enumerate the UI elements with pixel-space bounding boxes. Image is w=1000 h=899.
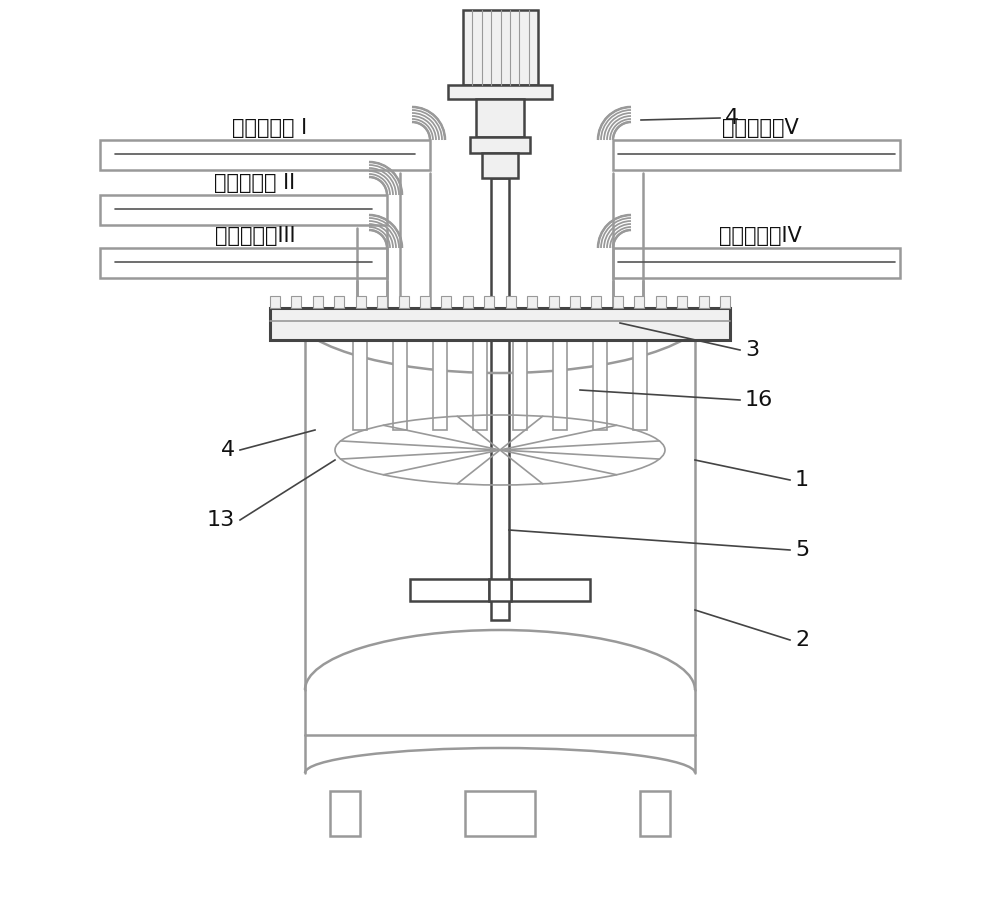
Bar bbox=[377, 296, 387, 308]
Bar bbox=[570, 296, 580, 308]
Bar bbox=[465, 791, 535, 836]
Text: 13: 13 bbox=[207, 510, 235, 530]
Bar bbox=[513, 340, 527, 430]
Bar bbox=[473, 340, 487, 430]
Text: 表面处理剂III: 表面处理剂III bbox=[215, 226, 295, 246]
Text: 表面处理剂 II: 表面处理剂 II bbox=[214, 173, 296, 193]
Bar bbox=[720, 296, 730, 308]
Text: 表面处理剂IV: 表面处理剂IV bbox=[719, 226, 801, 246]
Bar bbox=[633, 340, 647, 430]
Bar bbox=[441, 296, 451, 308]
Bar bbox=[420, 296, 430, 308]
Bar bbox=[100, 140, 430, 170]
Bar bbox=[313, 296, 323, 308]
Bar bbox=[399, 296, 409, 308]
Text: 3: 3 bbox=[745, 340, 759, 360]
Text: 1: 1 bbox=[795, 470, 809, 490]
Bar bbox=[356, 296, 366, 308]
Bar bbox=[593, 340, 607, 430]
Bar bbox=[100, 248, 387, 278]
Bar bbox=[489, 579, 511, 601]
Text: 4: 4 bbox=[221, 440, 235, 460]
Bar bbox=[553, 340, 567, 430]
Text: 4: 4 bbox=[725, 108, 739, 128]
Bar bbox=[634, 296, 644, 308]
Bar bbox=[100, 195, 387, 225]
Bar bbox=[527, 296, 537, 308]
Bar bbox=[330, 791, 360, 836]
Bar bbox=[613, 248, 900, 278]
Bar bbox=[410, 579, 489, 601]
Text: 表面处理剂 I: 表面处理剂 I bbox=[232, 118, 308, 138]
Bar bbox=[640, 791, 670, 836]
Bar bbox=[353, 340, 367, 430]
Bar bbox=[506, 296, 516, 308]
Bar bbox=[270, 296, 280, 308]
Bar bbox=[511, 579, 590, 601]
Bar bbox=[699, 296, 709, 308]
Bar bbox=[591, 296, 601, 308]
Bar bbox=[433, 340, 447, 430]
Text: 2: 2 bbox=[795, 630, 809, 650]
Text: 5: 5 bbox=[795, 540, 809, 560]
Bar bbox=[291, 296, 301, 308]
Text: 表面处理剂V: 表面处理剂V bbox=[722, 118, 798, 138]
Bar bbox=[463, 296, 473, 308]
Bar bbox=[613, 140, 900, 170]
Text: 16: 16 bbox=[745, 390, 773, 410]
Bar bbox=[677, 296, 687, 308]
Bar bbox=[470, 137, 530, 153]
Bar bbox=[463, 10, 538, 85]
Bar bbox=[656, 296, 666, 308]
Bar bbox=[448, 85, 552, 99]
Bar bbox=[484, 296, 494, 308]
Bar bbox=[393, 340, 407, 430]
Bar bbox=[549, 296, 559, 308]
Bar bbox=[476, 99, 524, 137]
Bar bbox=[270, 308, 730, 340]
Bar bbox=[613, 296, 623, 308]
Bar bbox=[482, 153, 518, 178]
Bar bbox=[334, 296, 344, 308]
Bar bbox=[491, 178, 509, 620]
